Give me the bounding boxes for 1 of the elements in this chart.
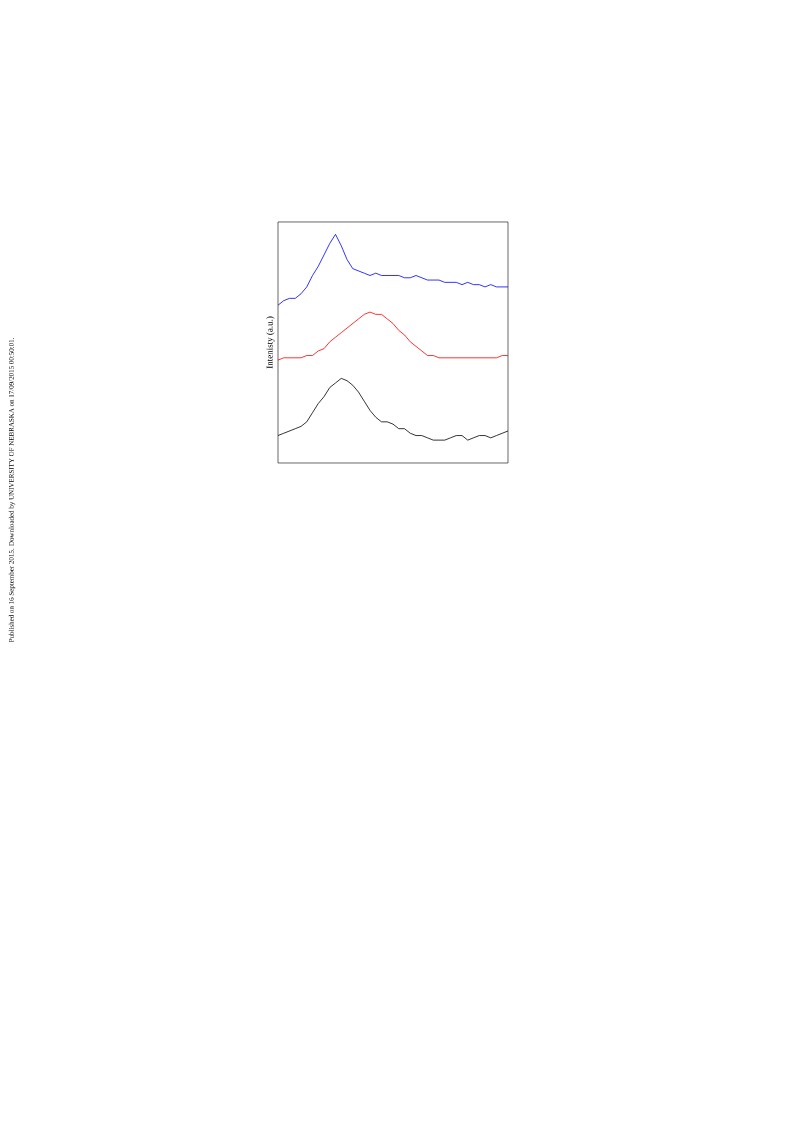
y-axis-title: Intenisty (a.u.) (266, 316, 275, 369)
